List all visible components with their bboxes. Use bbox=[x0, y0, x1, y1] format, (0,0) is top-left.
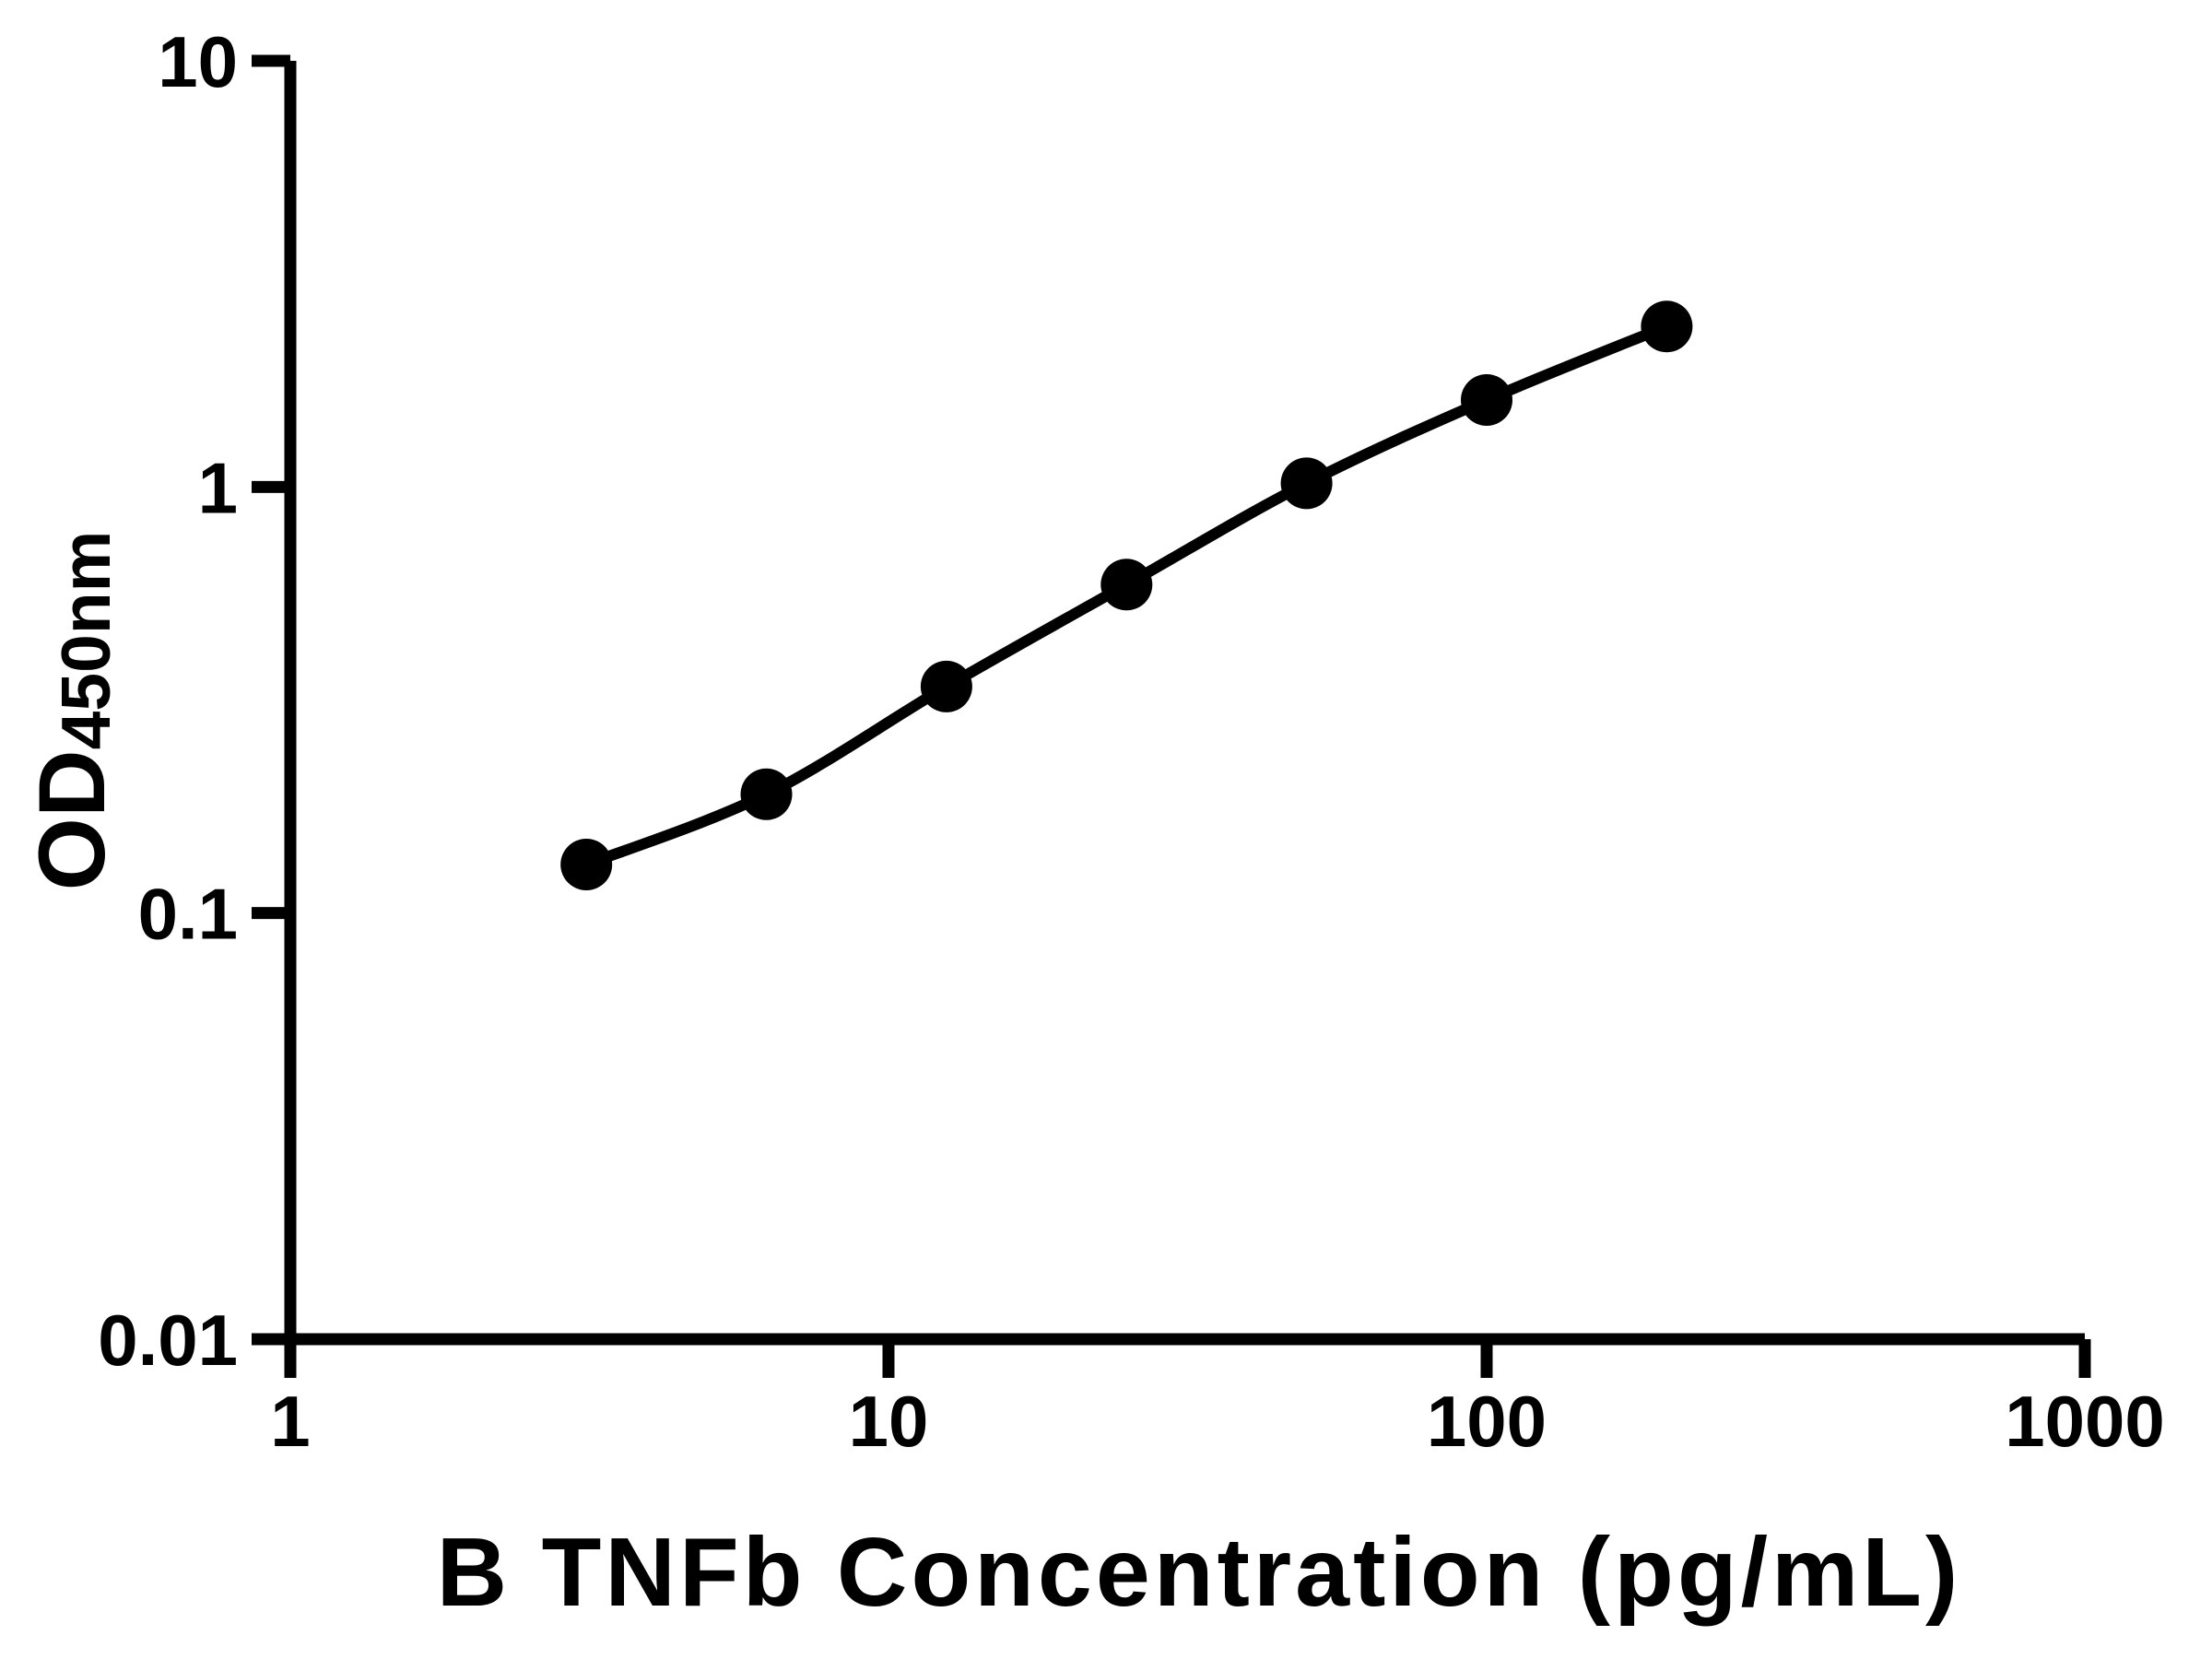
data-point bbox=[1641, 300, 1693, 353]
axis-ticks bbox=[252, 54, 2091, 1378]
data-points bbox=[560, 300, 1693, 890]
y-tick-label: 0.01 bbox=[98, 1300, 238, 1381]
data-point bbox=[740, 768, 793, 820]
data-point bbox=[1280, 457, 1333, 510]
data-point bbox=[1461, 374, 1512, 426]
data-point bbox=[920, 660, 972, 712]
tick-labels: 0.01 0.1 1 10 1 10 100 1000 bbox=[98, 21, 2165, 1462]
x-axis-title: B TNFb Concentration (pg/mL) bbox=[437, 1518, 1962, 1627]
x-tick-label: 1000 bbox=[2005, 1381, 2165, 1462]
data-point bbox=[1100, 559, 1153, 611]
x-tick-label: 10 bbox=[849, 1381, 929, 1462]
y-axis-title-main: OD bbox=[19, 749, 124, 890]
x-tick-label: 1 bbox=[270, 1381, 310, 1462]
y-tick-label: 10 bbox=[158, 21, 238, 102]
y-tick-label: 0.1 bbox=[138, 874, 238, 955]
data-point bbox=[560, 839, 613, 890]
y-axis-title: OD450nm bbox=[19, 531, 124, 891]
y-axis-title-subscript: 450nm bbox=[47, 531, 124, 750]
x-tick-label: 100 bbox=[1427, 1381, 1547, 1462]
y-tick-label: 1 bbox=[198, 447, 238, 528]
axis-frame bbox=[284, 61, 2085, 1346]
